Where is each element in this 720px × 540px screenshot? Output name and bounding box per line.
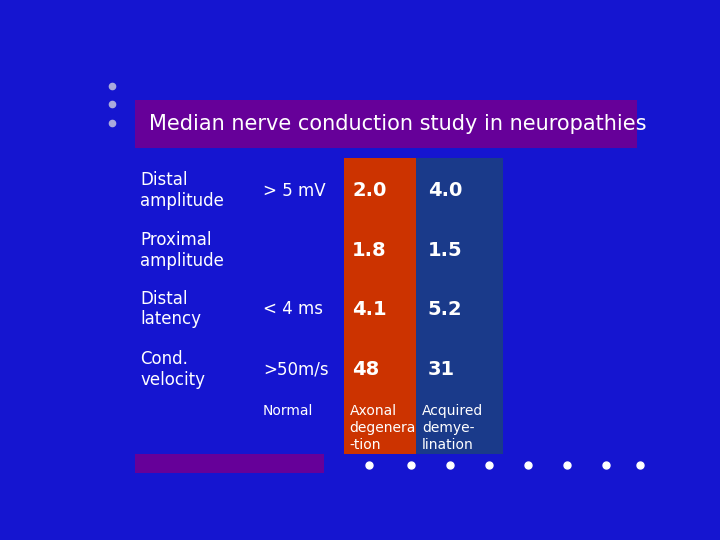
Text: 31: 31 xyxy=(428,360,455,379)
Bar xyxy=(344,158,416,454)
Text: 2.0: 2.0 xyxy=(352,181,387,200)
Text: 48: 48 xyxy=(352,360,379,379)
Bar xyxy=(135,454,324,473)
Text: 4.0: 4.0 xyxy=(428,181,462,200)
Text: Acquired
demye-
lination: Acquired demye- lination xyxy=(422,404,483,453)
Text: Axonal
degenera
-tion: Axonal degenera -tion xyxy=(349,404,416,453)
Text: 4.1: 4.1 xyxy=(352,300,387,319)
Text: Median nerve conduction study in neuropathies: Median nerve conduction study in neuropa… xyxy=(148,114,646,134)
Text: 1.8: 1.8 xyxy=(352,241,387,260)
Text: > 5 mV: > 5 mV xyxy=(263,181,325,200)
Bar xyxy=(416,158,503,454)
Text: Cond.
velocity: Cond. velocity xyxy=(140,350,205,389)
Text: Normal: Normal xyxy=(263,404,313,417)
Text: Distal
latency: Distal latency xyxy=(140,289,201,328)
Text: Proximal
amplitude: Proximal amplitude xyxy=(140,232,224,271)
Text: 1.5: 1.5 xyxy=(428,241,462,260)
Text: >50m/s: >50m/s xyxy=(263,360,328,379)
Text: 5.2: 5.2 xyxy=(428,300,462,319)
Bar xyxy=(135,100,636,148)
Text: Distal
amplitude: Distal amplitude xyxy=(140,171,224,210)
Text: < 4 ms: < 4 ms xyxy=(263,300,323,318)
